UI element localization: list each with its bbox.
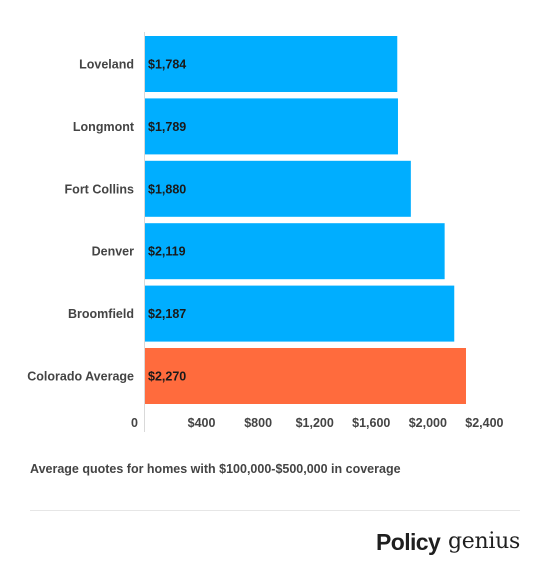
data-label-longmont: $1,789: [148, 120, 186, 134]
bar-fort-collins: [145, 160, 411, 217]
logo-text-light: genius: [448, 529, 520, 554]
divider: [30, 510, 520, 511]
data-label-colorado-average: $2,270: [148, 370, 186, 384]
bar-colorado-average: [145, 348, 466, 404]
category-label-fort-collins: Fort Collins: [65, 182, 134, 196]
logo-text-bold: Policy: [376, 529, 441, 555]
x-tick-label: $2,000: [409, 416, 447, 430]
category-label-loveland: Loveland: [79, 58, 134, 72]
x-tick-label: $2,400: [465, 416, 503, 430]
x-tick-label: $800: [244, 416, 272, 430]
x-tick-label: 0: [131, 416, 138, 430]
x-tick-label: $1,200: [296, 416, 334, 430]
category-label-longmont: Longmont: [73, 120, 135, 134]
category-label-colorado-average: Colorado Average: [27, 370, 134, 384]
data-label-broomfield: $2,187: [148, 307, 186, 321]
data-label-fort-collins: $1,880: [148, 182, 186, 196]
x-tick-label: $1,600: [352, 416, 390, 430]
x-tick-label: $400: [188, 416, 216, 430]
data-label-loveland: $1,784: [148, 58, 186, 72]
bar-loveland: [145, 36, 398, 92]
bar-denver: [145, 223, 445, 280]
bar-longmont: [145, 98, 398, 155]
category-label-denver: Denver: [92, 245, 135, 259]
data-label-denver: $2,119: [148, 245, 186, 259]
category-label-broomfield: Broomfield: [68, 307, 134, 321]
bar-chart: Loveland Longmont Fort Collins Denver Broomf…: [27, 32, 504, 432]
policygenius-logo: Policy genius: [376, 528, 520, 558]
bar-broomfield: [145, 285, 455, 342]
chart-caption: Average quotes for homes with $100,000-$…: [30, 462, 401, 476]
